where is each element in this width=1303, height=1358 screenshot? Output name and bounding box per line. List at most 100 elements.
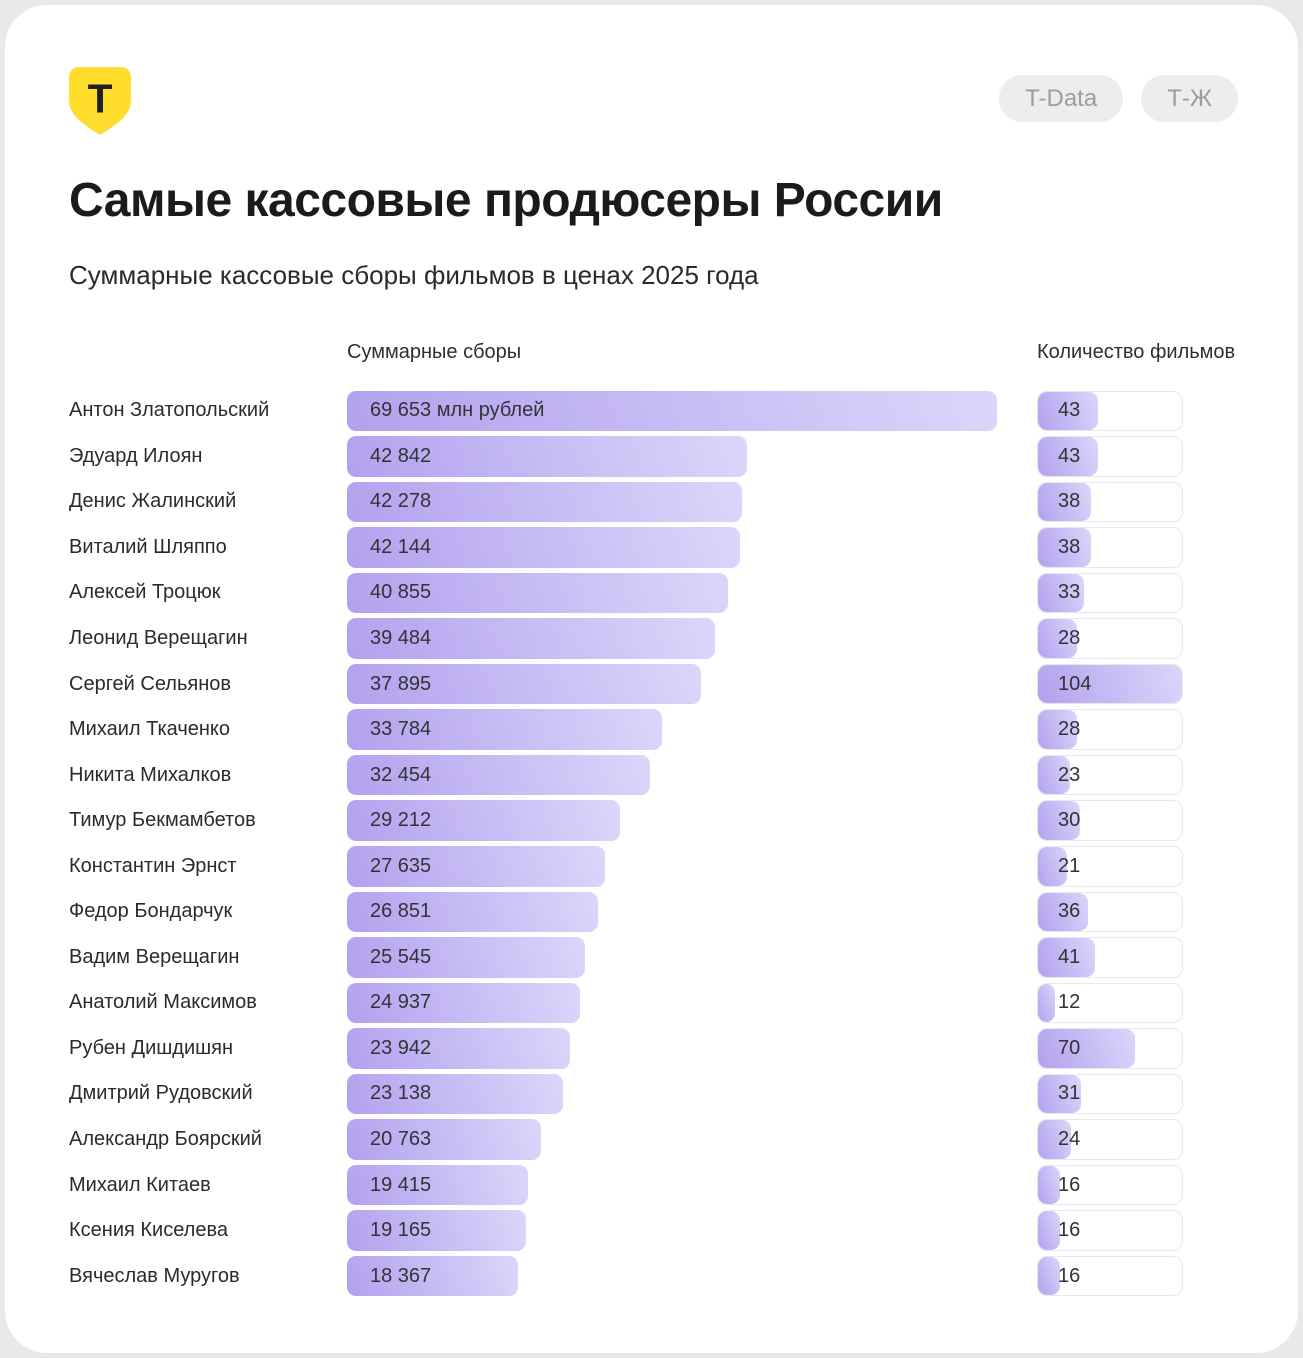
revenue-bar-area: 26 851 bbox=[347, 891, 997, 933]
revenue-bar-area: 40 855 bbox=[347, 572, 997, 614]
revenue-value: 29 212 bbox=[370, 809, 432, 832]
films-value: 31 bbox=[1058, 1082, 1081, 1105]
table-row: Рубен Дишдишян 23 942 70 bbox=[69, 1026, 1298, 1072]
films-track: 23 bbox=[1037, 754, 1183, 796]
producer-name: Алексей Троцюк bbox=[69, 581, 221, 604]
table-row: Тимур Бекмамбетов 29 212 30 bbox=[69, 798, 1298, 844]
films-bar bbox=[1038, 664, 1182, 704]
revenue-bar-area: 42 842 bbox=[347, 436, 997, 477]
revenue-value: 69 653 млн рублей bbox=[370, 399, 545, 422]
table-row: Виталий Шляппо 42 144 38 bbox=[69, 525, 1298, 571]
producer-name: Вячеслав Муругов bbox=[69, 1264, 240, 1287]
films-value: 43 bbox=[1058, 399, 1081, 422]
revenue-value: 42 842 bbox=[370, 444, 432, 467]
producer-name: Рубен Дишдишян bbox=[69, 1036, 234, 1059]
table-row: Антон Златопольский 69 653 млн рублей 43 bbox=[69, 388, 1298, 434]
revenue-bar bbox=[347, 1164, 529, 1206]
revenue-value: 27 635 bbox=[370, 854, 432, 877]
films-track: 38 bbox=[1037, 527, 1183, 568]
table-row: Никита Михалков 32 454 23 bbox=[69, 752, 1298, 798]
films-value: 41 bbox=[1058, 945, 1081, 968]
films-value: 38 bbox=[1058, 490, 1081, 513]
films-track: 43 bbox=[1037, 436, 1183, 477]
revenue-bar-area: 39 484 bbox=[347, 618, 997, 659]
revenue-bar-area: 19 165 bbox=[347, 1210, 997, 1251]
column-header-films: Количество фильмов bbox=[1037, 341, 1236, 363]
films-value: 70 bbox=[1058, 1036, 1081, 1059]
table-row: Вадим Верещагин 25 545 41 bbox=[69, 935, 1298, 981]
revenue-bar bbox=[347, 1073, 563, 1115]
films-bar bbox=[1038, 801, 1080, 840]
table-row: Александр Боярский 20 763 24 bbox=[69, 1117, 1298, 1163]
films-value: 38 bbox=[1058, 535, 1081, 558]
revenue-bar-area: 24 937 bbox=[347, 982, 997, 1024]
films-track: 28 bbox=[1037, 618, 1183, 659]
revenue-bar-area: 23 942 bbox=[347, 1028, 997, 1069]
films-track: 36 bbox=[1037, 891, 1183, 933]
films-bar bbox=[1038, 528, 1091, 567]
films-value: 43 bbox=[1058, 444, 1081, 467]
table-row: Константин Эрнст 27 635 21 bbox=[69, 843, 1298, 889]
revenue-bar bbox=[347, 937, 586, 978]
films-bar bbox=[1038, 892, 1088, 932]
films-bar bbox=[1038, 1120, 1072, 1159]
films-bar bbox=[1038, 983, 1055, 1023]
films-track: 16 bbox=[1037, 1164, 1183, 1206]
revenue-bar bbox=[347, 663, 701, 705]
revenue-bar bbox=[347, 709, 663, 750]
revenue-bar bbox=[347, 527, 741, 568]
revenue-bar-area: 19 415 bbox=[347, 1164, 997, 1206]
films-track: 31 bbox=[1037, 1073, 1183, 1115]
films-track: 38 bbox=[1037, 481, 1183, 523]
films-value: 30 bbox=[1058, 809, 1081, 832]
revenue-bar-area: 23 138 bbox=[347, 1073, 997, 1115]
revenue-bar bbox=[347, 481, 742, 523]
films-track: 41 bbox=[1037, 937, 1183, 978]
infographic-card: T T-Data Т-Ж Самые кассовые продюсеры Ро… bbox=[5, 5, 1298, 1353]
revenue-bar-area: 37 895 bbox=[347, 663, 997, 705]
revenue-bar-area: 18 367 bbox=[347, 1255, 997, 1297]
revenue-bar-area: 42 278 bbox=[347, 481, 997, 523]
producer-name: Дмитрий Рудовский bbox=[69, 1082, 253, 1105]
table-row: Дмитрий Рудовский 23 138 31 bbox=[69, 1071, 1298, 1117]
films-track: 33 bbox=[1037, 572, 1183, 614]
films-bar bbox=[1038, 573, 1084, 613]
films-bar bbox=[1038, 1165, 1061, 1205]
revenue-bar-area: 32 454 bbox=[347, 754, 997, 796]
revenue-value: 32 454 bbox=[370, 763, 432, 786]
revenue-bar bbox=[347, 891, 598, 933]
revenue-bar-area: 25 545 bbox=[347, 937, 997, 978]
producer-name: Анатолий Максимов bbox=[69, 991, 257, 1014]
films-track: 30 bbox=[1037, 800, 1183, 841]
table-row: Леонид Верещагин 39 484 28 bbox=[69, 616, 1298, 662]
revenue-value: 39 484 bbox=[370, 627, 432, 649]
films-bar bbox=[1038, 482, 1091, 522]
page-title: Самые кассовые продюсеры России bbox=[69, 174, 943, 227]
films-track: 16 bbox=[1037, 1210, 1183, 1251]
films-value: 104 bbox=[1058, 672, 1092, 695]
films-track: 21 bbox=[1037, 845, 1183, 887]
revenue-value: 23 138 bbox=[370, 1082, 432, 1105]
revenue-value: 23 942 bbox=[370, 1036, 432, 1059]
films-track: 16 bbox=[1037, 1255, 1183, 1297]
revenue-value: 42 278 bbox=[370, 490, 432, 513]
films-bar bbox=[1038, 755, 1070, 795]
table-row: Эдуард Илоян 42 842 43 bbox=[69, 434, 1298, 480]
revenue-bar bbox=[347, 845, 605, 887]
revenue-bar-area: 27 635 bbox=[347, 845, 997, 887]
logo-letter: T bbox=[88, 76, 113, 122]
films-bar bbox=[1038, 846, 1068, 886]
badge-t-zh: Т-Ж bbox=[1141, 75, 1238, 122]
producer-name: Вадим Верещагин bbox=[69, 945, 240, 968]
revenue-bar bbox=[347, 436, 747, 477]
producer-name: Михаил Китаев bbox=[69, 1173, 211, 1196]
column-header-revenue: Суммарные сборы bbox=[347, 341, 522, 363]
producer-name: Федор Бондарчук bbox=[69, 900, 233, 923]
revenue-bar bbox=[347, 800, 620, 841]
films-bar bbox=[1038, 1029, 1135, 1068]
revenue-bar bbox=[347, 1255, 519, 1297]
revenue-value: 19 165 bbox=[370, 1219, 432, 1242]
producer-name: Сергей Сельянов bbox=[69, 672, 232, 695]
revenue-value: 33 784 bbox=[370, 718, 432, 741]
revenue-bar-area: 29 212 bbox=[347, 800, 997, 841]
